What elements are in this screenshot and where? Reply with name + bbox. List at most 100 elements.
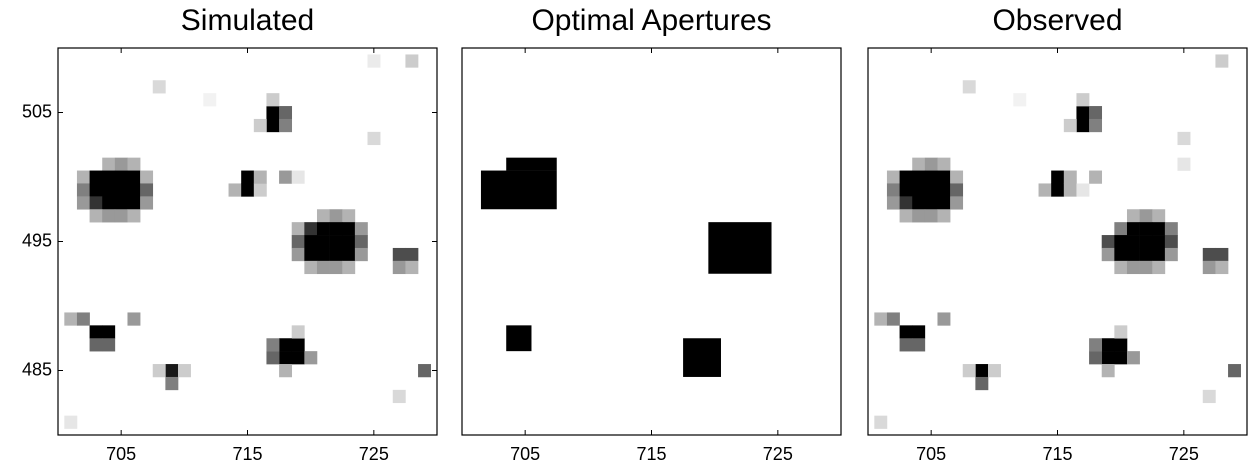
x-tick-label: 705	[510, 444, 540, 464]
pixel	[1051, 183, 1065, 197]
pixel	[279, 118, 293, 133]
plot-area	[868, 48, 1247, 435]
pixel	[924, 157, 938, 171]
pixel	[1089, 351, 1103, 365]
pixel	[304, 351, 318, 365]
pixel	[367, 54, 381, 68]
pixel	[899, 209, 913, 223]
pixel	[76, 183, 90, 197]
pixel	[1051, 170, 1065, 184]
pixel	[874, 415, 888, 429]
pixel	[1152, 209, 1166, 223]
pixel	[329, 260, 343, 275]
aperture	[480, 170, 557, 210]
pixel	[899, 183, 913, 197]
pixel	[1063, 170, 1077, 184]
pixel	[912, 183, 926, 197]
pixel	[228, 183, 242, 197]
pixel	[924, 209, 938, 223]
pixel	[1126, 247, 1140, 262]
pixel	[102, 170, 116, 184]
pixel	[316, 209, 330, 223]
pixel	[975, 364, 989, 378]
pixel	[1164, 222, 1178, 236]
pixel	[102, 157, 116, 171]
aperture	[683, 338, 721, 377]
pixel	[304, 247, 318, 262]
pixel	[924, 183, 938, 197]
pixel	[178, 364, 191, 378]
pixel	[266, 351, 280, 365]
pixel	[316, 222, 330, 236]
pixel	[291, 222, 305, 236]
pixel	[1126, 235, 1140, 249]
x-tick-label: 725	[1169, 444, 1199, 464]
pixel	[76, 312, 90, 326]
pixel	[1215, 247, 1229, 262]
pixel	[1089, 106, 1103, 120]
y-tick-label: 485	[22, 359, 52, 379]
pixel	[279, 106, 293, 120]
pixel	[140, 196, 154, 210]
pixel	[1076, 183, 1090, 197]
aperture	[708, 222, 772, 274]
pixel	[102, 183, 116, 197]
pixel	[291, 325, 305, 339]
x-tick-label: 715	[232, 444, 262, 464]
pixel	[1126, 260, 1140, 275]
pixel	[152, 364, 166, 378]
pixel	[912, 170, 926, 184]
pixel	[367, 131, 381, 146]
pixel	[1152, 235, 1166, 249]
pixel	[1126, 351, 1140, 365]
pixel	[924, 196, 938, 210]
x-tick-label: 705	[916, 444, 946, 464]
pixel	[405, 260, 419, 275]
pixel	[329, 222, 343, 236]
pixel	[1101, 235, 1115, 249]
pixel	[1089, 170, 1103, 184]
pixel	[165, 376, 179, 391]
pixel	[937, 209, 951, 223]
pixel	[899, 338, 913, 352]
pixel	[1139, 247, 1153, 262]
panel-title: Observed	[992, 4, 1122, 37]
pixel	[1013, 93, 1027, 107]
pixel	[1202, 389, 1216, 404]
pixel	[279, 351, 293, 365]
pixel	[127, 157, 141, 171]
pixel	[342, 260, 356, 275]
pixel	[1114, 235, 1128, 249]
pixel	[1063, 118, 1077, 133]
pixel	[89, 325, 103, 339]
pixel	[114, 183, 128, 197]
pixel	[1076, 93, 1090, 107]
pixel	[165, 364, 179, 378]
pixel	[886, 183, 900, 197]
panel-title: Simulated	[181, 4, 314, 37]
pixel	[203, 93, 217, 107]
pixel	[279, 364, 293, 378]
pixel	[114, 196, 128, 210]
pixel	[1076, 106, 1090, 120]
pixel	[962, 364, 976, 378]
pixel	[950, 196, 964, 210]
y-tick-label: 495	[22, 230, 52, 250]
pixel	[291, 235, 305, 249]
pixel	[140, 183, 154, 197]
aperture	[506, 157, 557, 171]
pixel	[1152, 247, 1166, 262]
pixel	[114, 170, 128, 184]
pixel	[342, 247, 356, 262]
pixel	[1089, 118, 1103, 133]
pixel	[291, 170, 305, 184]
pixel	[1139, 235, 1153, 249]
pixel	[291, 247, 305, 262]
pixel	[899, 325, 913, 339]
pixel	[405, 54, 419, 68]
pixel	[1202, 260, 1216, 275]
pixel	[253, 118, 267, 133]
pixel	[1139, 260, 1153, 275]
pixel	[937, 196, 951, 210]
pixel	[912, 325, 926, 339]
